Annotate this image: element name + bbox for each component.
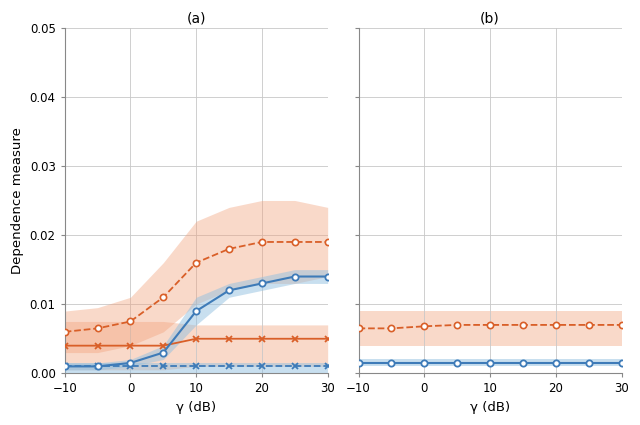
X-axis label: γ (dB): γ (dB)	[470, 401, 510, 414]
Title: (b): (b)	[480, 11, 500, 25]
Title: (a): (a)	[186, 11, 206, 25]
X-axis label: γ (dB): γ (dB)	[176, 401, 216, 414]
Y-axis label: Dependence measure: Dependence measure	[11, 127, 24, 274]
